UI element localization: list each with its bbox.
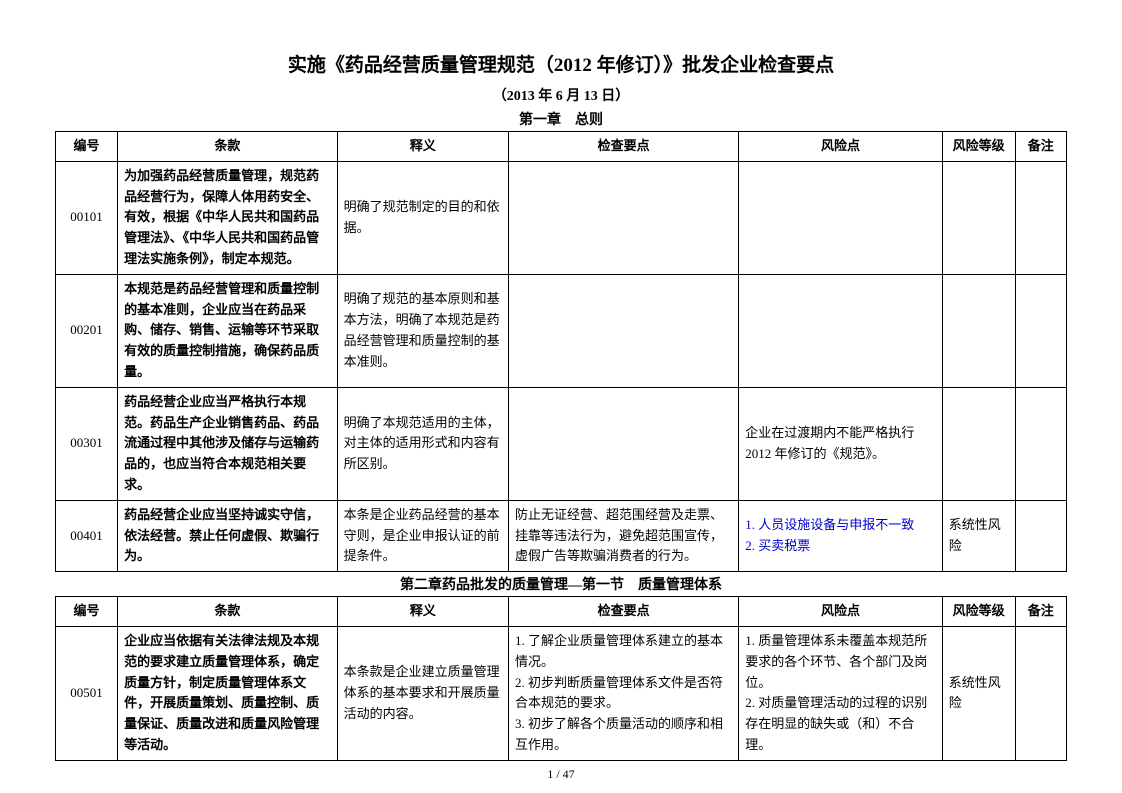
cell-num: 00301 <box>56 387 118 500</box>
chapter-2-title: 第二章药品批发的质量管理—第一节 质量管理体系 <box>55 574 1067 594</box>
cell-interp: 本条款是企业建立质量管理体系的基本要求和开展质量活动的内容。 <box>337 626 508 760</box>
table-row: 00301药品经营企业应当严格执行本规范。药品生产企业销售药品、药品流通过程中其… <box>56 387 1067 500</box>
cell-check: 1. 了解企业质量管理体系建立的基本情况。2. 初步判断质量管理体系文件是否符合… <box>509 626 739 760</box>
cell-clause: 药品经营企业应当严格执行本规范。药品生产企业销售药品、药品流通过程中其他涉及储存… <box>118 387 338 500</box>
th-check: 检查要点 <box>509 597 739 627</box>
cell-level: 系统性风险 <box>942 626 1015 760</box>
cell-risk <box>739 274 942 387</box>
cell-remark <box>1015 274 1066 387</box>
table-chapter-2: 编号 条款 释义 检查要点 风险点 风险等级 备注 00501企业应当依据有关法… <box>55 596 1067 761</box>
cell-clause: 企业应当依据有关法律法规及本规范的要求建立质量管理体系，确定质量方针，制定质量管… <box>118 626 338 760</box>
cell-risk: 1. 人员设施设备与申报不一致2. 买卖税票 <box>739 500 942 571</box>
table-row: 00401药品经营企业应当坚持诚实守信，依法经营。禁止任何虚假、欺骗行为。本条是… <box>56 500 1067 571</box>
cell-interp: 本条是企业药品经营的基本守则，是企业申报认证的前提条件。 <box>337 500 508 571</box>
table-chapter-1: 编号 条款 释义 检查要点 风险点 风险等级 备注 00101为加强药品经营质量… <box>55 131 1067 572</box>
cell-risk: 1. 质量管理体系未覆盖本规范所要求的各个环节、各个部门及岗位。2. 对质量管理… <box>739 626 942 760</box>
table-row: 00201本规范是药品经营管理和质量控制的基本准则，企业应当在药品采购、储存、销… <box>56 274 1067 387</box>
th-risk: 风险点 <box>739 132 942 162</box>
cell-risk <box>739 161 942 274</box>
cell-check <box>509 387 739 500</box>
cell-remark <box>1015 626 1066 760</box>
cell-remark <box>1015 161 1066 274</box>
th-num: 编号 <box>56 597 118 627</box>
th-interp: 释义 <box>337 132 508 162</box>
th-remark: 备注 <box>1015 132 1066 162</box>
th-num: 编号 <box>56 132 118 162</box>
table-row: 00101为加强药品经营质量管理，规范药品经营行为，保障人体用药安全、有效，根据… <box>56 161 1067 274</box>
cell-interp: 明确了本规范适用的主体，对主体的适用形式和内容有所区别。 <box>337 387 508 500</box>
cell-num: 00401 <box>56 500 118 571</box>
th-level: 风险等级 <box>942 597 1015 627</box>
cell-num: 00501 <box>56 626 118 760</box>
cell-check: 防止无证经营、超范围经营及走票、挂靠等违法行为，避免超范围宣传，虚假广告等欺骗消… <box>509 500 739 571</box>
cell-clause: 为加强药品经营质量管理，规范药品经营行为，保障人体用药安全、有效，根据《中华人民… <box>118 161 338 274</box>
cell-level <box>942 387 1015 500</box>
cell-clause: 本规范是药品经营管理和质量控制的基本准则，企业应当在药品采购、储存、销售、运输等… <box>118 274 338 387</box>
cell-level <box>942 274 1015 387</box>
cell-level: 系统性风险 <box>942 500 1015 571</box>
table-header-row: 编号 条款 释义 检查要点 风险点 风险等级 备注 <box>56 597 1067 627</box>
cell-risk: 企业在过渡期内不能严格执行2012 年修订的《规范》。 <box>739 387 942 500</box>
table-header-row: 编号 条款 释义 检查要点 风险点 风险等级 备注 <box>56 132 1067 162</box>
doc-title: 实施《药品经营质量管理规范（2012 年修订）》批发企业检查要点 <box>55 50 1067 77</box>
cell-num: 00201 <box>56 274 118 387</box>
th-remark: 备注 <box>1015 597 1066 627</box>
page-number: 1 / 47 <box>55 767 1067 782</box>
th-interp: 释义 <box>337 597 508 627</box>
cell-level <box>942 161 1015 274</box>
th-check: 检查要点 <box>509 132 739 162</box>
cell-remark <box>1015 500 1066 571</box>
cell-remark <box>1015 387 1066 500</box>
th-risk: 风险点 <box>739 597 942 627</box>
cell-check <box>509 274 739 387</box>
cell-check <box>509 161 739 274</box>
cell-interp: 明确了规范的基本原则和基本方法，明确了本规范是药品经营管理和质量控制的基本准则。 <box>337 274 508 387</box>
th-clause: 条款 <box>118 597 338 627</box>
table-row: 00501企业应当依据有关法律法规及本规范的要求建立质量管理体系，确定质量方针，… <box>56 626 1067 760</box>
doc-date: （2013 年 6 月 13 日） <box>55 85 1067 105</box>
cell-clause: 药品经营企业应当坚持诚实守信，依法经营。禁止任何虚假、欺骗行为。 <box>118 500 338 571</box>
chapter-1-title: 第一章 总则 <box>55 109 1067 129</box>
cell-num: 00101 <box>56 161 118 274</box>
th-clause: 条款 <box>118 132 338 162</box>
cell-interp: 明确了规范制定的目的和依据。 <box>337 161 508 274</box>
th-level: 风险等级 <box>942 132 1015 162</box>
